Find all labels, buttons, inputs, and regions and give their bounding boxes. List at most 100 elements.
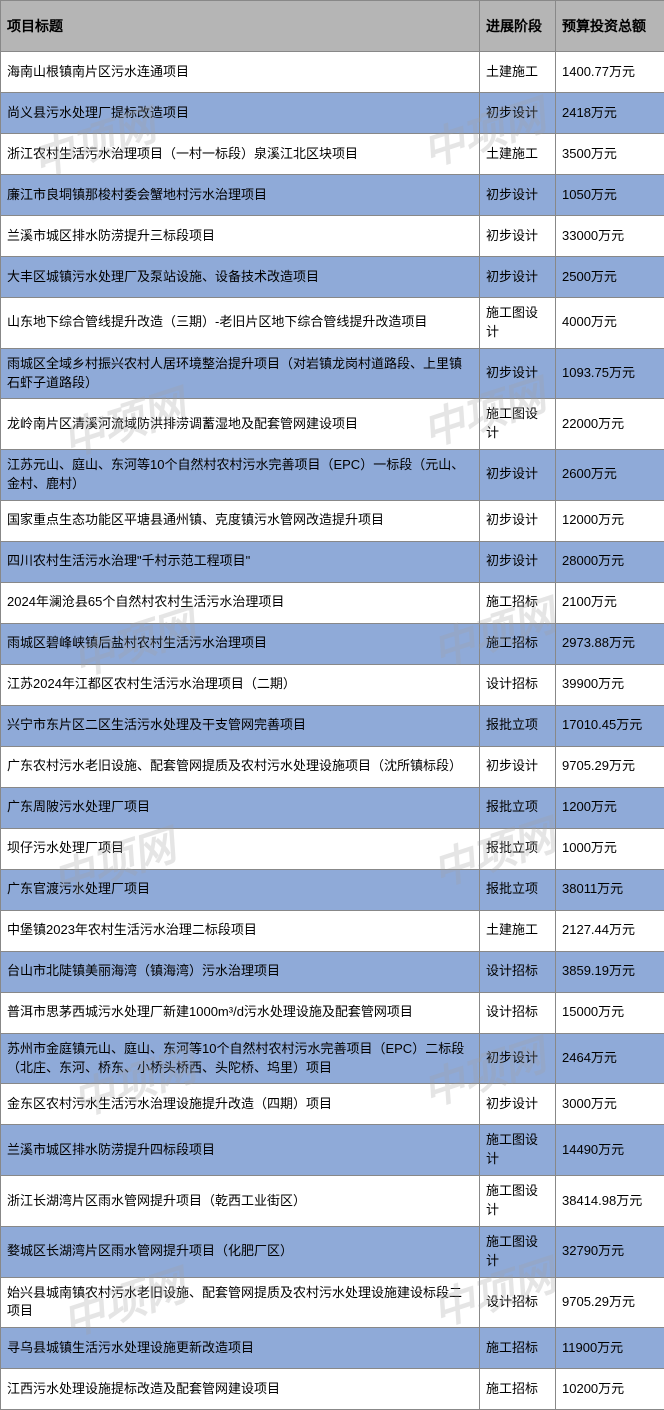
- table-row: 兰溪市城区排水防涝提升四标段项目施工图设计14490万元: [1, 1125, 664, 1176]
- cell-title: 台山市北陡镇美丽海湾（镇海湾）污水治理项目: [1, 951, 480, 992]
- cell-investment: 39900万元: [556, 664, 664, 705]
- cell-stage: 初步设计: [480, 541, 556, 582]
- table-header: 项目标题 进展阶段 预算投资总额: [1, 1, 664, 52]
- cell-investment: 22000万元: [556, 399, 664, 450]
- cell-investment: 2600万元: [556, 450, 664, 501]
- table-row: 台山市北陡镇美丽海湾（镇海湾）污水治理项目设计招标3859.19万元: [1, 951, 664, 992]
- cell-investment: 1200万元: [556, 787, 664, 828]
- cell-stage: 初步设计: [480, 348, 556, 399]
- projects-table: 项目标题 进展阶段 预算投资总额 海南山根镇南片区污水连通项目土建施工1400.…: [0, 0, 664, 1410]
- cell-stage: 初步设计: [480, 1084, 556, 1125]
- cell-stage: 土建施工: [480, 134, 556, 175]
- cell-stage: 施工图设计: [480, 298, 556, 349]
- cell-stage: 施工图设计: [480, 1226, 556, 1277]
- table-row: 始兴县城南镇农村污水老旧设施、配套管网提质及农村污水处理设施建设标段二项目设计招…: [1, 1277, 664, 1328]
- cell-title: 广东官渡污水处理厂项目: [1, 869, 480, 910]
- cell-stage: 报批立项: [480, 705, 556, 746]
- table-row: 廉江市良垌镇那梭村委会蟹地村污水治理项目初步设计1050万元: [1, 175, 664, 216]
- table-row: 广东农村污水老旧设施、配套管网提质及农村污水处理设施项目（沈所镇标段）初步设计9…: [1, 746, 664, 787]
- cell-title: 江西污水处理设施提标改造及配套管网建设项目: [1, 1369, 480, 1410]
- cell-investment: 2464万元: [556, 1033, 664, 1084]
- cell-title: 四川农村生活污水治理"千村示范工程项目": [1, 541, 480, 582]
- cell-stage: 施工招标: [480, 1369, 556, 1410]
- cell-title: 寻乌县城镇生活污水处理设施更新改造项目: [1, 1328, 480, 1369]
- col-header-stage: 进展阶段: [480, 1, 556, 52]
- cell-title: 浙江长湖湾片区雨水管网提升项目（乾西工业街区）: [1, 1176, 480, 1227]
- table-row: 山东地下综合管线提升改造（三期）-老旧片区地下综合管线提升改造项目施工图设计40…: [1, 298, 664, 349]
- cell-title: 国家重点生态功能区平塘县通州镇、克度镇污水管网改造提升项目: [1, 500, 480, 541]
- cell-stage: 报批立项: [480, 828, 556, 869]
- cell-title: 普洱市思茅西城污水处理厂新建1000m³/d污水处理设施及配套管网项目: [1, 992, 480, 1033]
- cell-investment: 11900万元: [556, 1328, 664, 1369]
- cell-title: 广东农村污水老旧设施、配套管网提质及农村污水处理设施项目（沈所镇标段）: [1, 746, 480, 787]
- cell-investment: 38011万元: [556, 869, 664, 910]
- cell-title: 海南山根镇南片区污水连通项目: [1, 52, 480, 93]
- table-row: 婺城区长湖湾片区雨水管网提升项目（化肥厂区）施工图设计32790万元: [1, 1226, 664, 1277]
- table-row: 海南山根镇南片区污水连通项目土建施工1400.77万元: [1, 52, 664, 93]
- table-row: 普洱市思茅西城污水处理厂新建1000m³/d污水处理设施及配套管网项目设计招标1…: [1, 992, 664, 1033]
- cell-stage: 设计招标: [480, 664, 556, 705]
- cell-stage: 施工招标: [480, 1328, 556, 1369]
- cell-investment: 1000万元: [556, 828, 664, 869]
- cell-investment: 2973.88万元: [556, 623, 664, 664]
- cell-title: 江苏2024年江都区农村生活污水治理项目（二期）: [1, 664, 480, 705]
- cell-title: 雨城区全域乡村振兴农村人居环境整治提升项目（对岩镇龙岗村道路段、上里镇石虾子道路…: [1, 348, 480, 399]
- cell-investment: 15000万元: [556, 992, 664, 1033]
- cell-stage: 初步设计: [480, 175, 556, 216]
- cell-title: 坝仔污水处理厂项目: [1, 828, 480, 869]
- table-row: 江苏元山、庭山、东河等10个自然村农村污水完善项目（EPC）一标段（元山、金村、…: [1, 450, 664, 501]
- cell-investment: 17010.45万元: [556, 705, 664, 746]
- cell-investment: 12000万元: [556, 500, 664, 541]
- cell-title: 江苏元山、庭山、东河等10个自然村农村污水完善项目（EPC）一标段（元山、金村、…: [1, 450, 480, 501]
- cell-investment: 38414.98万元: [556, 1176, 664, 1227]
- table-row: 国家重点生态功能区平塘县通州镇、克度镇污水管网改造提升项目初步设计12000万元: [1, 500, 664, 541]
- table-row: 江西污水处理设施提标改造及配套管网建设项目施工招标10200万元: [1, 1369, 664, 1410]
- cell-stage: 施工招标: [480, 623, 556, 664]
- cell-title: 广东周陂污水处理厂项目: [1, 787, 480, 828]
- table-row: 兴宁市东片区二区生活污水处理及干支管网完善项目报批立项17010.45万元: [1, 705, 664, 746]
- cell-investment: 33000万元: [556, 216, 664, 257]
- cell-title: 2024年澜沧县65个自然村农村生活污水治理项目: [1, 582, 480, 623]
- cell-title: 大丰区城镇污水处理厂及泵站设施、设备技术改造项目: [1, 257, 480, 298]
- cell-investment: 1400.77万元: [556, 52, 664, 93]
- col-header-investment: 预算投资总额: [556, 1, 664, 52]
- cell-stage: 施工图设计: [480, 1125, 556, 1176]
- cell-investment: 9705.29万元: [556, 1277, 664, 1328]
- table-row: 兰溪市城区排水防涝提升三标段项目初步设计33000万元: [1, 216, 664, 257]
- cell-title: 始兴县城南镇农村污水老旧设施、配套管网提质及农村污水处理设施建设标段二项目: [1, 1277, 480, 1328]
- cell-title: 龙岭南片区清溪河流域防洪排涝调蓄湿地及配套管网建设项目: [1, 399, 480, 450]
- table-row: 广东周陂污水处理厂项目报批立项1200万元: [1, 787, 664, 828]
- cell-investment: 28000万元: [556, 541, 664, 582]
- table-row: 广东官渡污水处理厂项目报批立项38011万元: [1, 869, 664, 910]
- cell-stage: 施工图设计: [480, 399, 556, 450]
- cell-investment: 4000万元: [556, 298, 664, 349]
- cell-stage: 初步设计: [480, 257, 556, 298]
- cell-title: 苏州市金庭镇元山、庭山、东河等10个自然村农村污水完善项目（EPC）二标段（北庄…: [1, 1033, 480, 1084]
- cell-investment: 2100万元: [556, 582, 664, 623]
- table-row: 雨城区碧峰峡镇后盐村农村生活污水治理项目施工招标2973.88万元: [1, 623, 664, 664]
- cell-stage: 初步设计: [480, 1033, 556, 1084]
- cell-title: 廉江市良垌镇那梭村委会蟹地村污水治理项目: [1, 175, 480, 216]
- cell-title: 兴宁市东片区二区生活污水处理及干支管网完善项目: [1, 705, 480, 746]
- cell-investment: 1093.75万元: [556, 348, 664, 399]
- col-header-title: 项目标题: [1, 1, 480, 52]
- cell-stage: 设计招标: [480, 1277, 556, 1328]
- cell-investment: 3500万元: [556, 134, 664, 175]
- table-row: 中堡镇2023年农村生活污水治理二标段项目土建施工2127.44万元: [1, 910, 664, 951]
- cell-stage: 报批立项: [480, 787, 556, 828]
- table-body: 海南山根镇南片区污水连通项目土建施工1400.77万元尚义县污水处理厂提标改造项…: [1, 52, 664, 1410]
- cell-stage: 土建施工: [480, 910, 556, 951]
- cell-stage: 土建施工: [480, 52, 556, 93]
- table-row: 坝仔污水处理厂项目报批立项1000万元: [1, 828, 664, 869]
- table-row: 四川农村生活污水治理"千村示范工程项目"初步设计28000万元: [1, 541, 664, 582]
- cell-title: 雨城区碧峰峡镇后盐村农村生活污水治理项目: [1, 623, 480, 664]
- table-row: 大丰区城镇污水处理厂及泵站设施、设备技术改造项目初步设计2500万元: [1, 257, 664, 298]
- cell-investment: 2418万元: [556, 93, 664, 134]
- cell-title: 兰溪市城区排水防涝提升四标段项目: [1, 1125, 480, 1176]
- cell-investment: 32790万元: [556, 1226, 664, 1277]
- cell-stage: 报批立项: [480, 869, 556, 910]
- cell-stage: 初步设计: [480, 450, 556, 501]
- cell-stage: 施工招标: [480, 582, 556, 623]
- cell-investment: 3000万元: [556, 1084, 664, 1125]
- cell-investment: 3859.19万元: [556, 951, 664, 992]
